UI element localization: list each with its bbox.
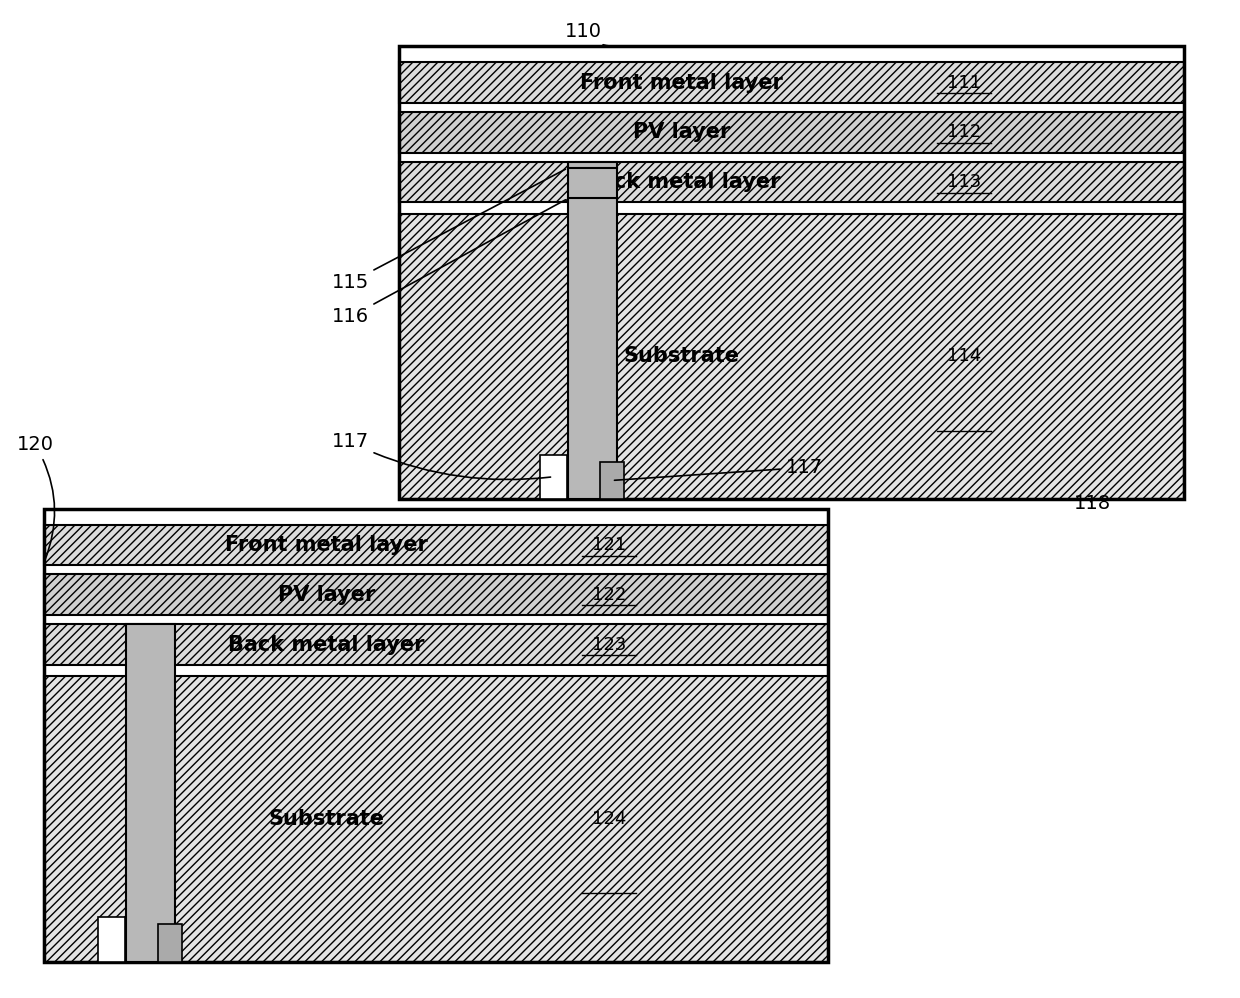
Text: Front metal layer: Front metal layer bbox=[224, 535, 428, 555]
Text: Back metal layer: Back metal layer bbox=[228, 635, 424, 655]
Bar bbox=[600, 462, 624, 499]
Text: PV layer: PV layer bbox=[278, 585, 374, 605]
Text: 123: 123 bbox=[591, 636, 626, 654]
Bar bbox=[43, 575, 828, 615]
Bar bbox=[399, 162, 1184, 203]
Bar bbox=[98, 917, 125, 961]
Text: 111: 111 bbox=[947, 74, 981, 92]
Text: 118: 118 bbox=[1074, 494, 1111, 513]
Text: 112: 112 bbox=[947, 124, 981, 142]
Text: Substrate: Substrate bbox=[624, 346, 740, 366]
Bar bbox=[399, 62, 1184, 103]
Text: Substrate: Substrate bbox=[268, 809, 384, 829]
Text: 116: 116 bbox=[331, 200, 565, 326]
Bar bbox=[126, 625, 175, 961]
Text: 117: 117 bbox=[615, 458, 822, 480]
Bar bbox=[399, 46, 1184, 499]
Bar bbox=[539, 454, 567, 499]
Text: 121: 121 bbox=[591, 536, 626, 554]
Text: PV layer: PV layer bbox=[634, 123, 730, 143]
Bar bbox=[157, 924, 182, 961]
Text: 110: 110 bbox=[565, 22, 616, 47]
Bar bbox=[43, 525, 828, 566]
Bar bbox=[568, 162, 616, 499]
Text: Back metal layer: Back metal layer bbox=[584, 172, 780, 193]
Text: 113: 113 bbox=[947, 173, 981, 191]
Text: 124: 124 bbox=[591, 810, 626, 828]
Text: Front metal layer: Front metal layer bbox=[580, 73, 784, 93]
Text: 115: 115 bbox=[331, 169, 565, 292]
Text: 117: 117 bbox=[331, 432, 551, 480]
Bar bbox=[399, 214, 1184, 499]
Text: 120: 120 bbox=[17, 435, 55, 561]
Bar bbox=[43, 625, 828, 665]
Text: 122: 122 bbox=[591, 586, 626, 604]
Bar bbox=[43, 677, 828, 961]
Text: 114: 114 bbox=[947, 347, 981, 365]
Bar bbox=[399, 112, 1184, 153]
Bar bbox=[43, 509, 828, 961]
